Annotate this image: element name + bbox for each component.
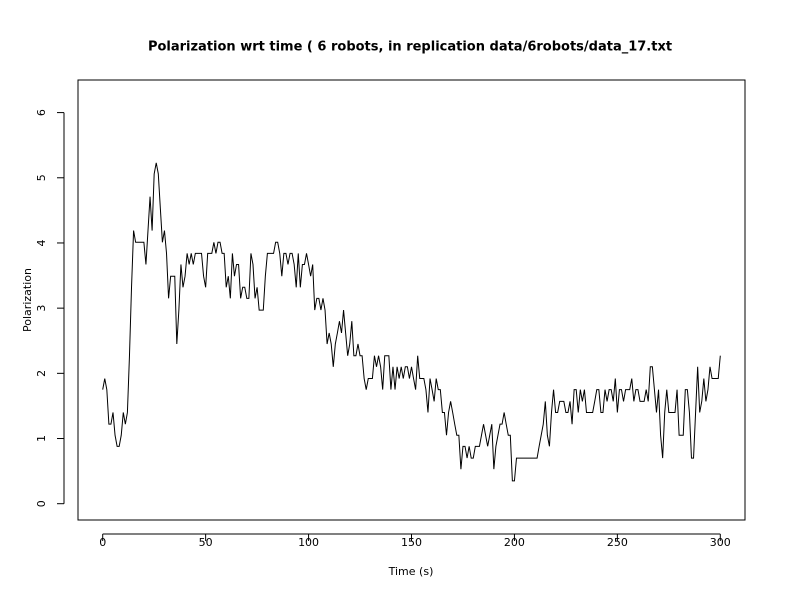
x-tick-label: 100 [298,536,319,549]
y-tick-label: 1 [35,435,48,442]
y-tick-label: 2 [35,370,48,377]
y-tick-label: 0 [35,500,48,507]
x-tick-label: 300 [710,536,731,549]
x-axis-label: Time (s) [388,565,434,578]
plot-box [77,79,746,521]
y-tick-label: 6 [35,109,48,116]
x-tick-label: 150 [401,536,422,549]
y-tick-label: 3 [35,305,48,312]
y-tick-label: 5 [35,174,48,181]
x-tick-label: 0 [99,536,106,549]
data-line [102,162,721,482]
x-tick-label: 200 [504,536,525,549]
y-tick-label: 4 [35,239,48,246]
y-axis-label: Polarization [21,268,34,332]
chart-title: Polarization wrt time ( 6 robots, in rep… [148,40,672,55]
x-tick-label: 50 [199,536,213,549]
x-tick-label: 250 [607,536,628,549]
